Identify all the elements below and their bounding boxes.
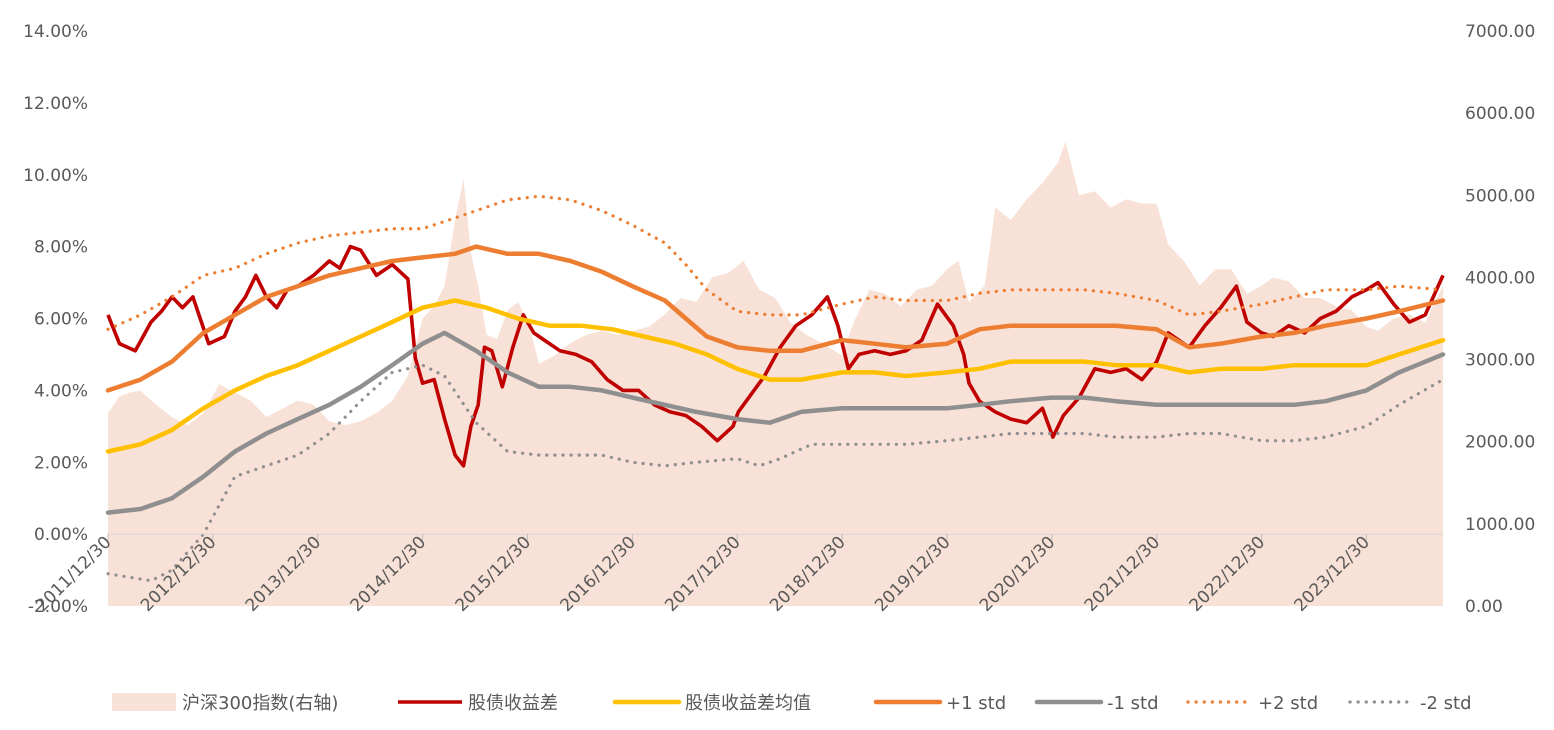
left-tick-label: 14.00% (23, 22, 88, 42)
left-tick-label: 0.00% (34, 525, 88, 545)
series-line-5 (106, 194, 1445, 331)
legend: 沪深300指数(右轴) 股债收益差 股债收益差均值 +1 std -1 std +2 st… (112, 693, 1472, 714)
legend-item-6: -2 std (1348, 693, 1472, 714)
left-tick-label: -2.00% (28, 597, 88, 617)
legend-swatch (112, 693, 176, 711)
left-axis: 14.00% 12.00% 10.00% 8.00% 6.00% 4.00% 2.00% 0.… (23, 22, 88, 617)
right-tick-label: 7000.00 (1465, 22, 1535, 42)
left-tick-label: 12.00% (23, 94, 88, 114)
line-layer (105, 194, 1446, 583)
left-tick-label: 4.00% (34, 381, 88, 401)
legend-item-5: +2 std (1186, 693, 1318, 714)
left-tick-label: 8.00% (34, 238, 88, 258)
legend-item-2: 股债收益差均值 (612, 693, 811, 714)
legend-label: +2 std (1258, 693, 1318, 714)
legend-label: -2 std (1420, 693, 1472, 714)
series-area-csi300 (108, 141, 1443, 606)
series-line-3 (105, 244, 1446, 393)
series-line-4 (105, 330, 1446, 515)
legend-label: 沪深300指数(右轴) (182, 693, 338, 714)
legend-label: +1 std (946, 693, 1006, 714)
area-layer (108, 141, 1443, 606)
left-tick-label: 10.00% (23, 166, 88, 186)
legend-label: 股债收益差 (468, 693, 558, 714)
right-tick-label: 1000.00 (1465, 515, 1535, 535)
left-tick-label: 2.00% (34, 453, 88, 473)
legend-label: 股债收益差均值 (685, 693, 811, 714)
right-tick-label: 5000.00 (1465, 186, 1535, 206)
legend-item-0: 沪深300指数(右轴) (112, 693, 338, 714)
right-axis: 7000.00 6000.00 5000.00 4000.00 3000.00 2000.… (1465, 22, 1535, 617)
right-tick-label: 4000.00 (1465, 268, 1535, 288)
legend-item-3: +1 std (873, 693, 1006, 714)
left-tick-label: 6.00% (34, 310, 88, 330)
right-tick-label: 0.00 (1465, 597, 1503, 617)
legend-label: -1 std (1107, 693, 1159, 714)
series-line-2 (105, 298, 1446, 454)
right-tick-label: 2000.00 (1465, 433, 1535, 453)
right-tick-label: 6000.00 (1465, 104, 1535, 124)
right-tick-label: 3000.00 (1465, 351, 1535, 371)
legend-item-1: 股债收益差 (398, 693, 558, 714)
legend-item-4: -1 std (1034, 693, 1159, 714)
